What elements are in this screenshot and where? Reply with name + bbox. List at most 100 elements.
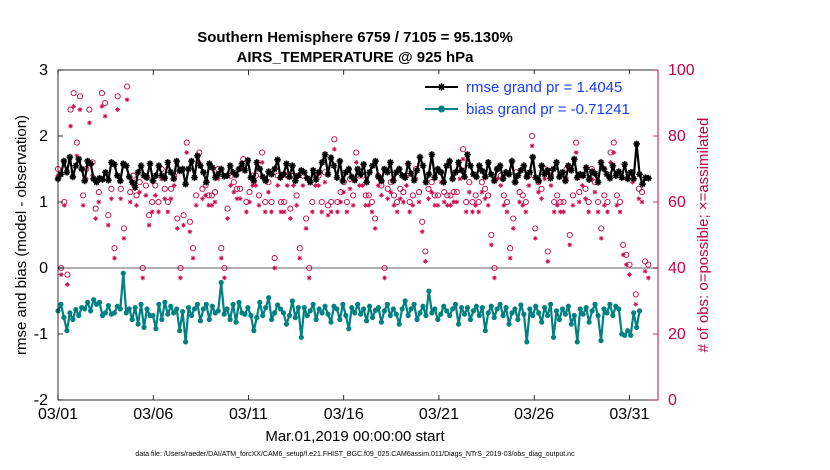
rmse-point bbox=[300, 169, 308, 176]
obs-possible-marker bbox=[64, 271, 71, 278]
obs-assimilated-stroke bbox=[115, 107, 120, 112]
bias-point bbox=[111, 310, 117, 316]
rmse-marker-stroke bbox=[242, 167, 248, 174]
obs-assimilated-marker bbox=[523, 209, 529, 215]
obs-possible-marker bbox=[500, 192, 507, 199]
obs-possible-marker bbox=[92, 205, 99, 212]
obs-possible-marker bbox=[507, 245, 514, 252]
bias-point bbox=[177, 328, 183, 334]
obs-assimilated-stroke bbox=[275, 183, 280, 188]
rmse-marker-stroke bbox=[431, 174, 438, 181]
bias-point bbox=[325, 311, 331, 317]
bias-point bbox=[242, 311, 248, 317]
rmse-point bbox=[378, 177, 385, 185]
obs-assimilated-marker bbox=[338, 199, 343, 205]
rmse-point bbox=[401, 174, 409, 181]
rmse-marker-stroke bbox=[64, 169, 70, 176]
bias-point bbox=[73, 306, 79, 313]
y-tick-label: -1 bbox=[34, 326, 48, 343]
obs-assimilated-stroke bbox=[363, 203, 368, 208]
rmse-point bbox=[146, 160, 154, 168]
obs-assimilated-stroke bbox=[633, 302, 638, 307]
rmse-marker-stroke bbox=[153, 172, 159, 179]
rmse-point bbox=[606, 174, 614, 182]
rmse-marker-stroke bbox=[535, 178, 542, 184]
obs-assimilated-stroke bbox=[602, 203, 607, 208]
bias-point bbox=[277, 306, 284, 312]
obs-assimilated-marker bbox=[441, 199, 447, 205]
obs-possible-marker bbox=[86, 106, 93, 113]
obs-assimilated-stroke bbox=[348, 186, 352, 191]
rmse-marker-stroke bbox=[627, 169, 634, 176]
obs-assimilated-stroke bbox=[517, 200, 522, 204]
obs-assimilated-marker bbox=[218, 255, 224, 261]
rmse-point bbox=[235, 165, 243, 173]
rmse-point bbox=[131, 184, 139, 191]
y2-axis-label: # of obs: o=possible; ×=assimilated bbox=[695, 118, 712, 353]
rmse-marker-stroke bbox=[259, 174, 266, 180]
obs-assimilated-stroke bbox=[112, 256, 117, 261]
rmse-point bbox=[318, 159, 326, 166]
rmse-marker-stroke bbox=[256, 166, 263, 172]
bias-point bbox=[129, 316, 135, 323]
obs-possible-marker bbox=[324, 202, 332, 209]
obs-possible-marker bbox=[208, 192, 215, 199]
obs-assimilated-marker bbox=[614, 202, 620, 208]
obs-assimilated-stroke bbox=[147, 223, 152, 228]
obs-assimilated-stroke bbox=[351, 203, 356, 208]
obs-assimilated-stroke bbox=[128, 200, 133, 204]
obs-possible-marker bbox=[368, 198, 376, 206]
rmse-point bbox=[499, 175, 507, 183]
rmse-point bbox=[425, 170, 433, 178]
obs-assimilated-marker bbox=[121, 235, 127, 241]
obs-assimilated-stroke bbox=[81, 203, 86, 208]
obs-assimilated-marker bbox=[457, 176, 463, 182]
rmse-point bbox=[327, 154, 335, 162]
obs-assimilated-marker bbox=[102, 113, 108, 119]
bias-point bbox=[289, 298, 296, 304]
rmse-point bbox=[490, 177, 498, 185]
rmse-marker-stroke bbox=[78, 166, 85, 172]
rmse-marker-stroke bbox=[209, 164, 216, 171]
rmse-marker-stroke bbox=[420, 162, 426, 169]
rmse-point bbox=[621, 161, 629, 168]
rmse-marker-stroke bbox=[268, 171, 275, 178]
rmse-marker-stroke bbox=[381, 166, 388, 172]
bias-point bbox=[476, 312, 482, 319]
rmse-point bbox=[357, 170, 364, 178]
bias-point bbox=[105, 303, 112, 309]
obs-assimilated-marker bbox=[470, 209, 475, 215]
x-axis-label: Mar.01,2019 00:00:00 start bbox=[265, 428, 445, 445]
obs-assimilated-marker bbox=[149, 209, 155, 215]
obs-assimilated-marker bbox=[617, 209, 623, 215]
obs-assimilated-stroke bbox=[448, 203, 453, 208]
rmse-point bbox=[214, 170, 222, 178]
x-axis: 03/01 03/06 03/11 03/16 03/21 03/26 03/31 bbox=[38, 70, 650, 423]
bias-point bbox=[340, 301, 346, 307]
obs-assimilated-marker bbox=[360, 183, 365, 188]
obs-possible-marker bbox=[510, 215, 517, 222]
obs-assimilated-stroke bbox=[410, 203, 415, 208]
rmse-marker-stroke bbox=[526, 169, 533, 176]
rmse-point bbox=[99, 176, 106, 183]
obs-assimilated-marker bbox=[93, 216, 99, 221]
rmse-point bbox=[526, 169, 534, 176]
rmse-marker-stroke bbox=[58, 171, 64, 178]
obs-possible-marker bbox=[638, 189, 646, 196]
obs-assimilated-marker bbox=[237, 196, 243, 202]
obs-possible-marker bbox=[610, 139, 617, 146]
obs-assimilated-marker bbox=[620, 252, 626, 258]
bias-point bbox=[251, 328, 257, 334]
rmse-point bbox=[384, 169, 391, 176]
rmse-marker-stroke bbox=[452, 169, 459, 176]
rmse-marker-stroke bbox=[624, 176, 631, 182]
obs-assimilated-marker bbox=[576, 199, 582, 205]
rmse-point bbox=[508, 157, 516, 165]
obs-possible-marker bbox=[303, 215, 310, 222]
obs-assimilated-stroke bbox=[370, 209, 374, 214]
obs-possible-marker bbox=[142, 182, 149, 189]
obs-assimilated-marker bbox=[482, 196, 488, 202]
obs-assimilated-stroke bbox=[269, 209, 274, 214]
bias-point bbox=[503, 305, 509, 311]
bias-point bbox=[328, 319, 334, 325]
